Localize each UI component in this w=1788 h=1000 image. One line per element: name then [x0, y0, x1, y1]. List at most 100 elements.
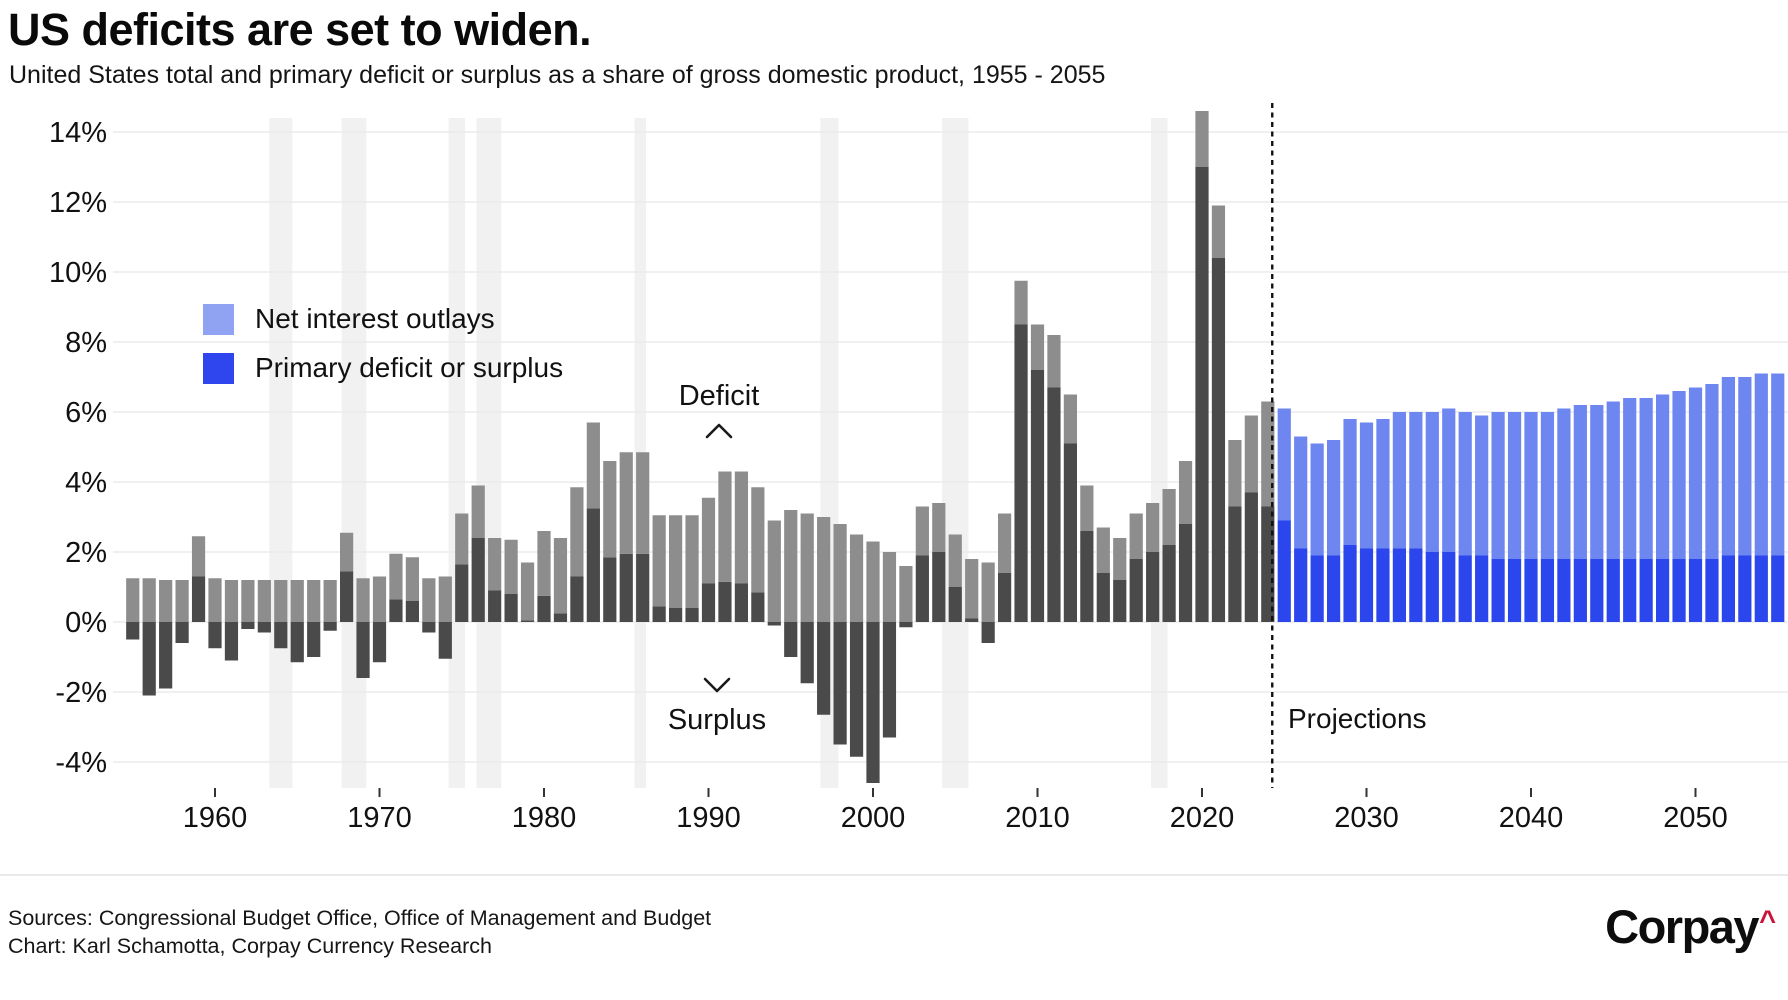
bar-interest-2041: [1540, 412, 1555, 559]
bar-primary-2028: [1327, 555, 1341, 622]
bar-primary-1972: [405, 601, 419, 622]
bar-interest-1955: [126, 578, 140, 622]
highlight-band: [1151, 118, 1168, 788]
x-axis-label: 2050: [1663, 802, 1728, 834]
bar-primary-1966: [307, 622, 321, 657]
bar-interest-1995: [784, 510, 798, 622]
bar-primary-1981: [553, 613, 568, 622]
bar-primary-1985: [619, 553, 633, 622]
bar-primary-2012: [1063, 443, 1077, 622]
bar-interest-2011: [1047, 335, 1061, 388]
bar-primary-2033: [1409, 548, 1423, 622]
bar-interest-1966: [307, 580, 321, 622]
bar-primary-2005: [948, 587, 962, 622]
bar-primary-1998: [833, 622, 847, 745]
bar-interest-2048: [1656, 394, 1670, 559]
bar-primary-1997: [817, 622, 831, 715]
bar-primary-2053: [1738, 555, 1752, 622]
bar-interest-2019: [1178, 461, 1193, 524]
x-axis-label: 1970: [347, 802, 412, 834]
bar-interest-1991: [718, 471, 732, 582]
bar-primary-2039: [1507, 559, 1522, 622]
bar-interest-2052: [1721, 377, 1735, 556]
bar-interest-1973: [422, 578, 436, 622]
y-axis-label: -2%: [55, 677, 107, 709]
bar-interest-1962: [241, 580, 255, 622]
bar-interest-1977: [488, 538, 502, 591]
bar-primary-2051: [1705, 559, 1719, 622]
deficit-annotation: Deficit: [678, 380, 760, 412]
bar-primary-2050: [1688, 559, 1703, 622]
bar-primary-2015: [1113, 580, 1127, 622]
bar-primary-2010: [1030, 370, 1045, 622]
bar-interest-1970: [372, 576, 387, 622]
bar-interest-1981: [553, 538, 568, 614]
bar-primary-1984: [603, 557, 617, 622]
bar-primary-1969: [356, 622, 370, 678]
bar-primary-2011: [1047, 387, 1061, 622]
bar-primary-1995: [784, 622, 798, 657]
bar-primary-2029: [1343, 545, 1357, 622]
bar-interest-1988: [669, 515, 683, 608]
bar-interest-2044: [1590, 405, 1604, 559]
bar-interest-2028: [1327, 440, 1341, 556]
bar-primary-2025: [1277, 520, 1291, 622]
y-axis-label: 10%: [49, 257, 107, 289]
bar-primary-2040: [1524, 559, 1538, 622]
bar-primary-1971: [389, 599, 403, 622]
highlight-band: [476, 118, 502, 788]
bar-interest-1960: [208, 578, 222, 622]
bar-primary-1977: [488, 590, 502, 622]
bar-primary-2014: [1096, 573, 1110, 622]
bar-primary-2037: [1475, 555, 1489, 622]
bar-primary-1959: [191, 576, 206, 622]
chevron-up-icon: [705, 423, 733, 439]
bar-interest-1956: [142, 578, 156, 622]
bar-primary-1967: [323, 622, 337, 631]
bar-interest-1998: [833, 524, 847, 622]
bar-primary-1968: [340, 571, 354, 622]
bar-interest-2017: [1146, 503, 1160, 552]
bar-interest-1959: [191, 536, 206, 577]
bar-interest-2012: [1063, 394, 1077, 444]
highlight-band: [269, 118, 293, 788]
bar-interest-2022: [1228, 440, 1242, 507]
bar-primary-1973: [422, 622, 436, 633]
bar-primary-2027: [1310, 555, 1324, 622]
bar-interest-2007: [981, 562, 995, 622]
bar-interest-2036: [1458, 412, 1472, 556]
bar-interest-2010: [1030, 324, 1045, 370]
bar-primary-2032: [1392, 548, 1406, 622]
bar-interest-1997: [817, 517, 831, 622]
bar-interest-1975: [455, 513, 469, 565]
bar-interest-2013: [1080, 485, 1094, 531]
bar-interest-2014: [1096, 527, 1110, 573]
bar-primary-1986: [636, 553, 650, 622]
bar-primary-1979: [520, 620, 535, 622]
y-axis-label: -4%: [55, 747, 107, 779]
bar-interest-2037: [1475, 415, 1489, 556]
bar-primary-2026: [1294, 548, 1308, 622]
corpay-logo: Corpay ^: [1605, 901, 1776, 953]
bar-primary-1970: [372, 622, 387, 663]
bar-interest-2018: [1162, 489, 1176, 545]
bar-primary-2001: [882, 622, 897, 738]
bar-interest-2051: [1705, 384, 1719, 559]
bar-interest-2008: [998, 513, 1012, 573]
bar-interest-1993: [751, 487, 765, 593]
chart-credit-text: Chart: Karl Schamotta, Corpay Currency R…: [8, 934, 492, 958]
bar-interest-2039: [1507, 412, 1522, 559]
bar-primary-2022: [1228, 506, 1242, 622]
bar-primary-2044: [1590, 559, 1604, 622]
bar-interest-1969: [356, 578, 370, 622]
bar-primary-2013: [1080, 531, 1094, 622]
bar-primary-2008: [998, 573, 1012, 622]
bar-primary-1974: [438, 622, 452, 659]
primary-deficit-swatch-icon: [203, 352, 234, 384]
bar-primary-1964: [274, 622, 288, 649]
bar-primary-1956: [142, 622, 156, 696]
bar-interest-1965: [290, 580, 304, 622]
bar-interest-1990: [701, 497, 716, 584]
bar-primary-2047: [1639, 559, 1653, 622]
